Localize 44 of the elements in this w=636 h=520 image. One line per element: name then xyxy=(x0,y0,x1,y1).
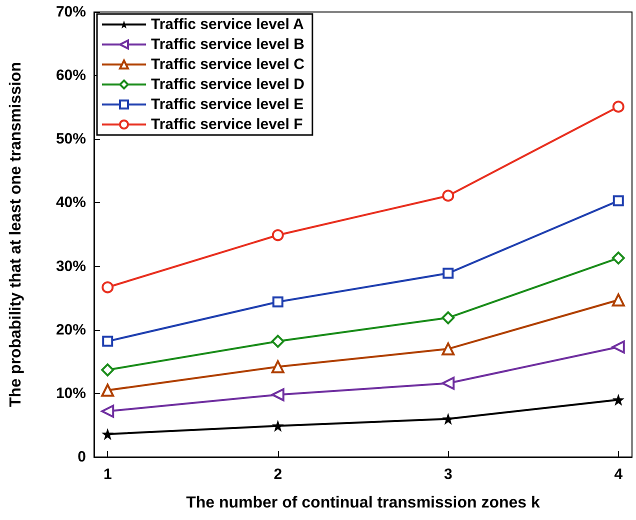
x-tick-label: 3 xyxy=(444,466,452,483)
point xyxy=(272,420,284,432)
point xyxy=(612,293,625,306)
point xyxy=(612,340,625,354)
y-tick-label: 70% xyxy=(56,4,86,20)
point xyxy=(271,360,284,374)
point xyxy=(442,190,454,202)
point xyxy=(442,376,455,390)
x-tick-label: 4 xyxy=(614,466,624,483)
point xyxy=(442,412,454,425)
legend-label: Traffic service level B xyxy=(151,36,305,53)
legend-label: Traffic service level D xyxy=(151,76,305,93)
point xyxy=(612,100,624,113)
y-axis-title: The probability that at least one transmission xyxy=(8,62,24,407)
point xyxy=(271,334,284,348)
y-tick-label: 30% xyxy=(56,258,86,275)
y-tick-label: 0 xyxy=(78,448,86,466)
point xyxy=(102,428,114,440)
point xyxy=(101,384,114,397)
point xyxy=(442,342,455,356)
point xyxy=(612,252,625,265)
point xyxy=(101,363,114,376)
y-tick-label: 60% xyxy=(56,67,86,84)
y-tick-label: 40% xyxy=(56,194,86,212)
x-tick-label: 2 xyxy=(274,466,282,483)
point xyxy=(442,311,455,324)
y-tick-label: 20% xyxy=(56,321,86,338)
point xyxy=(612,394,624,406)
point xyxy=(442,268,454,279)
x-axis-title: The number of continual transmission zones k xyxy=(186,494,540,512)
point xyxy=(271,388,284,402)
legend-label: Traffic service level F xyxy=(151,116,303,133)
point xyxy=(102,281,114,294)
point xyxy=(272,229,284,242)
y-tick-label: 50% xyxy=(56,130,86,148)
point xyxy=(272,296,284,308)
point xyxy=(102,336,114,347)
legend-label: Traffic service level E xyxy=(151,96,304,113)
legend-label: Traffic service level A xyxy=(151,16,304,33)
x-tick-label: 1 xyxy=(103,466,112,483)
y-tick-label: 10% xyxy=(56,384,86,402)
legend-label: Traffic service level C xyxy=(151,56,305,73)
point xyxy=(612,195,624,206)
point xyxy=(101,404,114,418)
